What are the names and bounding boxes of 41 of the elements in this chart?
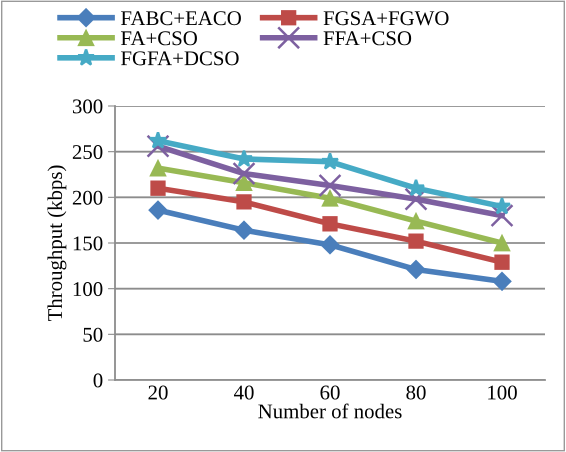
y-axis-title: Throughput (kbps) <box>47 166 66 322</box>
point <box>148 200 168 220</box>
point <box>490 204 514 228</box>
point <box>232 162 256 186</box>
x-tick-label: 40 <box>234 385 254 400</box>
x-tick-label: 100 <box>488 385 517 400</box>
x-tick-label: 60 <box>320 385 340 400</box>
y-tick-label: 250 <box>72 145 102 160</box>
point <box>408 234 424 249</box>
legend-label: FFA+CSO <box>324 31 412 46</box>
x-tick-label: 80 <box>406 385 426 400</box>
y-tick-label: 200 <box>72 190 102 205</box>
point <box>492 272 512 291</box>
point <box>150 180 166 196</box>
legend-label: FGFA+DCSO <box>121 51 239 66</box>
point <box>494 234 510 252</box>
y-tick-label: 50 <box>84 328 102 342</box>
point <box>320 152 340 170</box>
point <box>406 260 426 280</box>
y-tick-label: 0 <box>94 373 102 388</box>
point <box>322 216 338 232</box>
point <box>320 235 340 254</box>
legend-label: FABC+EACO <box>121 11 241 26</box>
x-axis-title: Number of nodes <box>258 404 402 418</box>
point <box>236 174 252 192</box>
legend-label: FA+CSO <box>121 31 197 46</box>
point <box>404 187 428 211</box>
y-tick-label: 100 <box>74 282 102 296</box>
x-tick-label: 20 <box>148 385 168 400</box>
point <box>408 212 424 230</box>
legend-label: FGSA+FGWO <box>324 11 449 26</box>
y-tick-label: 300 <box>72 99 102 114</box>
y-tick-label: 150 <box>74 236 102 250</box>
point <box>146 134 170 158</box>
point <box>236 194 252 210</box>
point <box>148 131 168 149</box>
point <box>150 160 166 176</box>
point <box>234 220 254 240</box>
point <box>494 254 510 270</box>
point <box>322 190 338 207</box>
point <box>318 174 342 198</box>
